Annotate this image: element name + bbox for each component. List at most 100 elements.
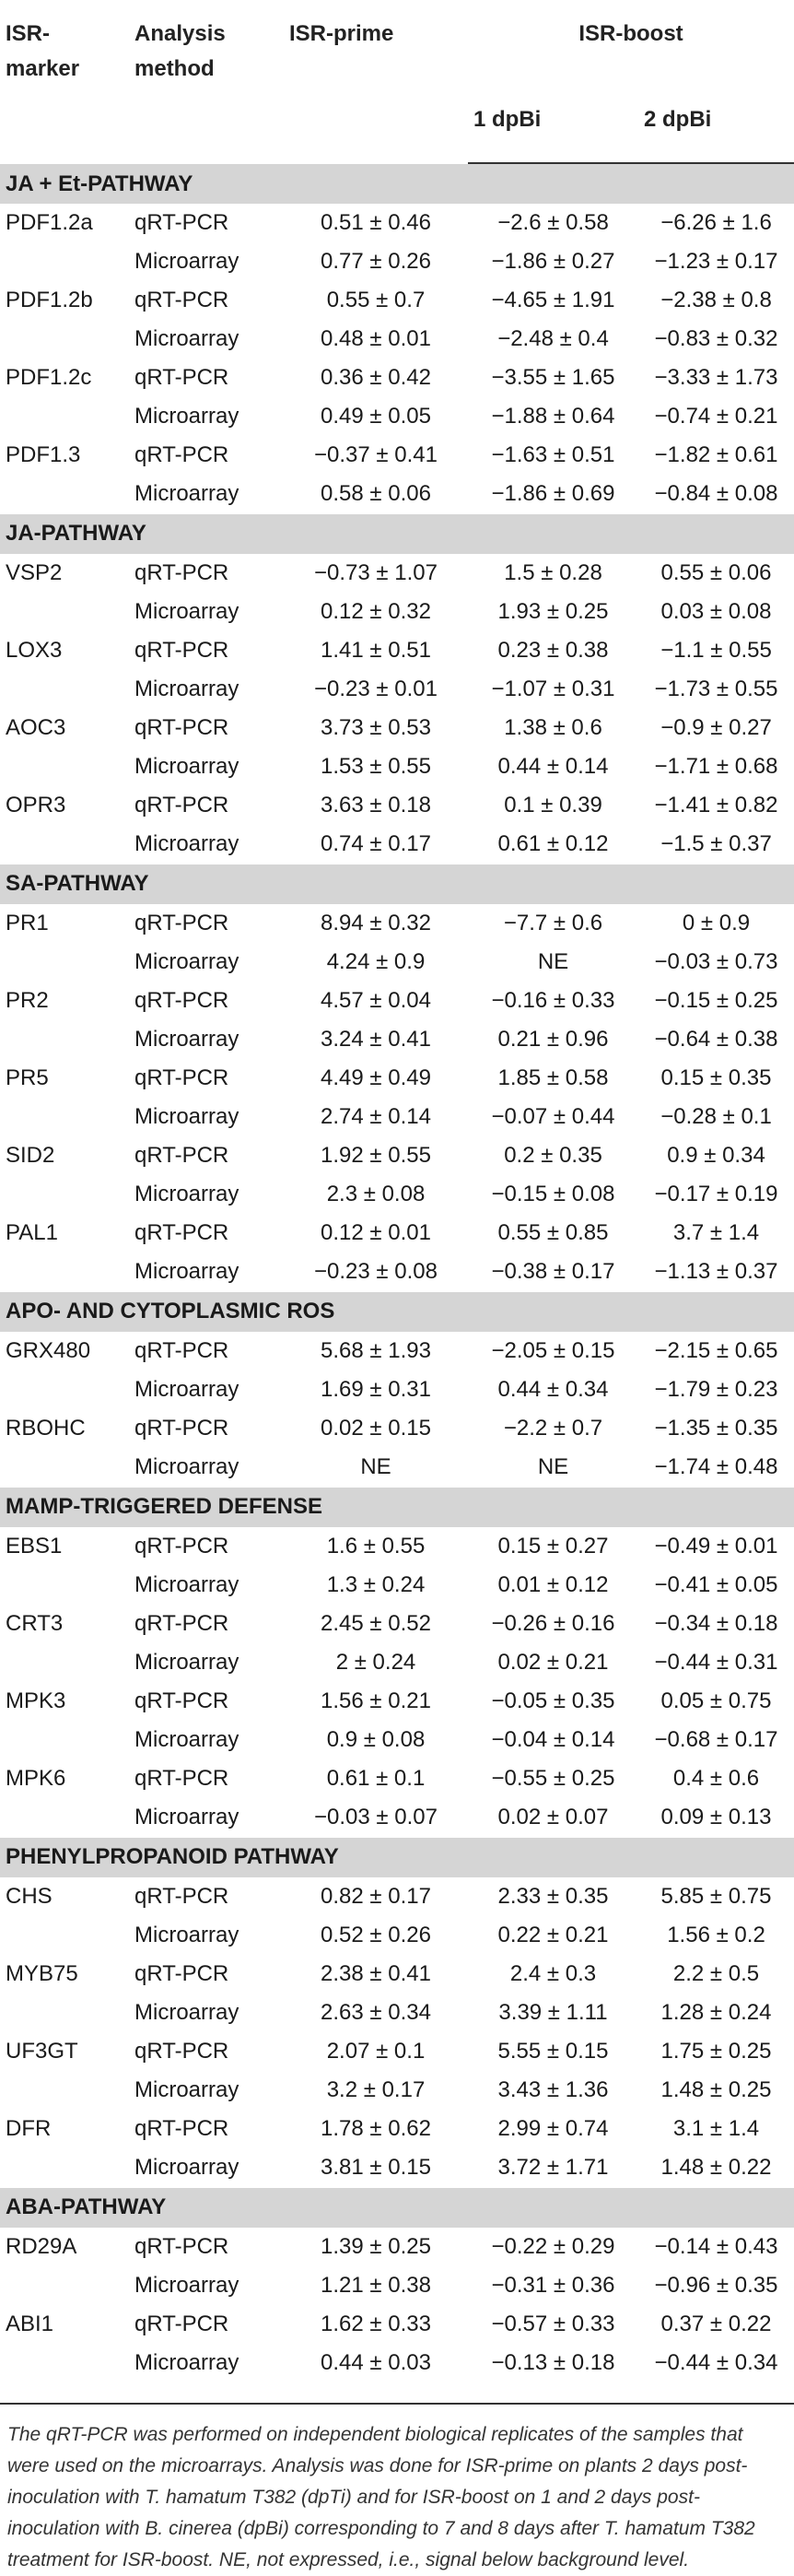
caption-divider bbox=[0, 2403, 794, 2405]
marker-name-cell: LOX3 bbox=[6, 638, 63, 663]
marker-name-cell: SID2 bbox=[6, 1143, 55, 1168]
analysis-method-cell: Microarray bbox=[134, 2154, 239, 2180]
isr-boost-2dpbi-cell: −0.34 ± 0.18 bbox=[654, 1611, 778, 1636]
marker-name-cell: PDF1.2c bbox=[6, 365, 92, 390]
isr-boost-1dpbi-cell: −1.63 ± 0.51 bbox=[491, 442, 615, 467]
isr-boost-1dpbi-cell: −2.2 ± 0.7 bbox=[503, 1416, 603, 1441]
isr-boost-2dpbi-cell: −3.33 ± 1.73 bbox=[654, 365, 778, 390]
marker-name-cell: CHS bbox=[6, 1884, 53, 1909]
isr-boost-1dpbi-cell: −0.55 ± 0.25 bbox=[491, 1766, 615, 1791]
section-header-row: JA + Et-PATHWAY bbox=[0, 162, 794, 204]
isr-boost-2dpbi-cell: 0.15 ± 0.35 bbox=[660, 1065, 772, 1090]
isr-prime-cell: −0.37 ± 0.41 bbox=[314, 442, 438, 467]
isr-boost-2dpbi-cell: −1.71 ± 0.68 bbox=[654, 754, 778, 779]
table-row: PDF1.2b qRT-PCR 0.55 ± 0.7 −4.65 ± 1.91 −2.3… bbox=[0, 281, 794, 320]
isr-boost-2dpbi-cell: 3.1 ± 1.4 bbox=[672, 2116, 760, 2141]
marker-name-cell bbox=[0, 2071, 129, 2110]
isr-boost-2dpbi-cell: −0.17 ± 0.19 bbox=[654, 1182, 778, 1206]
section-title: ABA-PATHWAY bbox=[0, 2186, 794, 2228]
table-row: PR2 qRT-PCR 4.57 ± 0.04 −0.16 ± 0.33 −0.15 ±… bbox=[0, 982, 794, 1020]
isr-boost-1dpbi-cell: −3.55 ± 1.65 bbox=[491, 365, 615, 390]
analysis-method-cell: qRT-PCR bbox=[134, 1338, 229, 1363]
table-row: Microarray 0.52 ± 0.26 0.22 ± 0.21 1.56 ± 0… bbox=[0, 1916, 794, 1955]
isr-boost-1dpbi-cell: −0.57 ± 0.33 bbox=[491, 2311, 615, 2336]
table-row: Microarray 1.53 ± 0.55 0.44 ± 0.14 −1.71 ± … bbox=[0, 747, 794, 786]
table-row: Microarray NE NE −1.74 ± 0.48 bbox=[0, 1448, 794, 1487]
isr-boost-1dpbi-cell: −1.07 ± 0.31 bbox=[491, 676, 615, 701]
table-row: CRT3 qRT-PCR 2.45 ± 0.52 −0.26 ± 0.16 −0.34 … bbox=[0, 1605, 794, 1643]
table-header: ISR-marker Analysis method ISR-prime ISR… bbox=[0, 0, 794, 164]
isr-boost-2dpbi-cell: 1.28 ± 0.24 bbox=[660, 2000, 772, 2025]
table-row: PR5 qRT-PCR 4.49 ± 0.49 1.85 ± 0.58 0.15 ± 0… bbox=[0, 1059, 794, 1098]
isr-prime-cell: 1.62 ± 0.33 bbox=[321, 2311, 431, 2336]
analysis-method-cell: Microarray bbox=[134, 2077, 239, 2102]
isr-boost-1dpbi-cell: 2.33 ± 0.35 bbox=[497, 1884, 609, 1909]
isr-boost-1dpbi-cell: 2.99 ± 0.74 bbox=[497, 2116, 609, 2141]
analysis-method-cell: qRT-PCR bbox=[134, 715, 229, 740]
marker-name-cell bbox=[0, 2148, 129, 2187]
isr-boost-1dpbi-cell: 3.43 ± 1.36 bbox=[497, 2077, 609, 2102]
isr-boost-1dpbi-cell: NE bbox=[537, 949, 569, 974]
table-row: PDF1.3 qRT-PCR −0.37 ± 0.41 −1.63 ± 0.51 −1.… bbox=[0, 436, 794, 475]
isr-boost-2dpbi-cell: 0.03 ± 0.08 bbox=[660, 599, 772, 624]
marker-name-cell: PR1 bbox=[6, 911, 49, 935]
isr-boost-1dpbi-cell: 0.23 ± 0.38 bbox=[497, 638, 609, 663]
analysis-method-cell: Microarray bbox=[134, 2273, 239, 2298]
isr-boost-1dpbi-cell: −0.07 ± 0.44 bbox=[491, 1104, 615, 1129]
isr-boost-2dpbi-cell: 0.05 ± 0.75 bbox=[660, 1688, 772, 1713]
isr-boost-1dpbi-cell: −4.65 ± 1.91 bbox=[491, 288, 615, 312]
analysis-method-cell: qRT-PCR bbox=[134, 1884, 229, 1909]
analysis-method-cell: qRT-PCR bbox=[134, 1416, 229, 1441]
marker-name-cell bbox=[0, 825, 129, 864]
marker-name-cell bbox=[0, 1370, 129, 1409]
isr-boost-1dpbi-cell: −0.26 ± 0.16 bbox=[491, 1611, 615, 1636]
isr-boost-2dpbi-cell: −0.49 ± 0.01 bbox=[654, 1534, 778, 1559]
isr-prime-cell: 0.55 ± 0.7 bbox=[326, 288, 426, 312]
table-row: CHS qRT-PCR 0.82 ± 0.17 2.33 ± 0.35 5.85 ± 0… bbox=[0, 1877, 794, 1916]
isr-boost-1dpbi-cell: −0.13 ± 0.18 bbox=[491, 2350, 615, 2375]
table-row: Microarray 0.48 ± 0.01 −2.48 ± 0.4 −0.83 ± … bbox=[0, 320, 794, 359]
analysis-method-cell: Microarray bbox=[134, 1804, 239, 1829]
isr-boost-2dpbi-cell: −0.83 ± 0.32 bbox=[654, 326, 778, 351]
isr-boost-1dpbi-cell: −0.15 ± 0.08 bbox=[491, 1182, 615, 1206]
analysis-method-cell: qRT-PCR bbox=[134, 2039, 229, 2064]
analysis-method-cell: qRT-PCR bbox=[134, 911, 229, 935]
marker-name-cell: MYB75 bbox=[6, 1961, 78, 1986]
isr-boost-1dpbi-cell: 1.85 ± 0.58 bbox=[497, 1065, 609, 1090]
marker-name-cell: VSP2 bbox=[6, 560, 63, 585]
section-header-row: MAMP-TRIGGERED DEFENSE bbox=[0, 1486, 794, 1527]
isr-boost-2dpbi-cell: −1.74 ± 0.48 bbox=[654, 1453, 778, 1479]
isr-boost-2dpbi-cell: −0.9 ± 0.27 bbox=[660, 715, 772, 740]
isr-prime-cell: 1.69 ± 0.31 bbox=[321, 1377, 431, 1402]
isr-boost-1dpbi-cell: 0.02 ± 0.07 bbox=[497, 1804, 609, 1829]
isr-boost-2dpbi-cell: 0.37 ± 0.22 bbox=[660, 2311, 772, 2336]
isr-boost-1dpbi-cell: −1.86 ± 0.27 bbox=[491, 249, 615, 274]
analysis-method-cell: qRT-PCR bbox=[134, 288, 229, 312]
table-row: Microarray 0.49 ± 0.05 −1.88 ± 0.64 −0.74 ±… bbox=[0, 397, 794, 436]
analysis-method-cell: Microarray bbox=[134, 599, 239, 624]
isr-boost-2dpbi-cell: −1.5 ± 0.37 bbox=[660, 830, 772, 856]
isr-boost-2dpbi-cell: −0.28 ± 0.1 bbox=[660, 1104, 772, 1129]
table-row: Microarray 0.74 ± 0.17 0.61 ± 0.12 −1.5 ± 0… bbox=[0, 825, 794, 864]
isr-prime-cell: −0.73 ± 1.07 bbox=[314, 560, 438, 585]
header-1dpbi: 1 dpBi bbox=[468, 105, 638, 164]
table-row: Microarray 2.3 ± 0.08 −0.15 ± 0.08 −0.17 ± … bbox=[0, 1175, 794, 1214]
analysis-method-cell: Microarray bbox=[134, 480, 239, 506]
section-header-row: APO- AND CYTOPLASMIC ROS bbox=[0, 1290, 794, 1332]
header-2dpbi: 2 dpBi bbox=[638, 105, 794, 164]
isr-boost-2dpbi-cell: −0.84 ± 0.08 bbox=[654, 480, 778, 506]
isr-prime-cell: 2.45 ± 0.52 bbox=[321, 1611, 431, 1636]
table-row: SID2 qRT-PCR 1.92 ± 0.55 0.2 ± 0.35 0.9 ± 0.… bbox=[0, 1136, 794, 1175]
analysis-method-cell: qRT-PCR bbox=[134, 1611, 229, 1636]
analysis-method-cell: Microarray bbox=[134, 1453, 239, 1479]
table-row: Microarray −0.03 ± 0.07 0.02 ± 0.07 0.09 ± … bbox=[0, 1798, 794, 1837]
section-title: JA + Et-PATHWAY bbox=[0, 162, 794, 204]
isr-prime-cell: −0.23 ± 0.01 bbox=[314, 676, 438, 701]
section-header-row: JA-PATHWAY bbox=[0, 512, 794, 554]
isr-boost-1dpbi-cell: 0.44 ± 0.34 bbox=[497, 1377, 609, 1402]
isr-boost-2dpbi-cell: −0.44 ± 0.31 bbox=[654, 1650, 778, 1675]
analysis-method-cell: Microarray bbox=[134, 1027, 239, 1052]
isr-boost-1dpbi-cell: NE bbox=[537, 1453, 569, 1479]
isr-boost-2dpbi-cell: 1.48 ± 0.22 bbox=[660, 2154, 772, 2180]
isr-boost-2dpbi-cell: −1.79 ± 0.23 bbox=[654, 1377, 778, 1402]
